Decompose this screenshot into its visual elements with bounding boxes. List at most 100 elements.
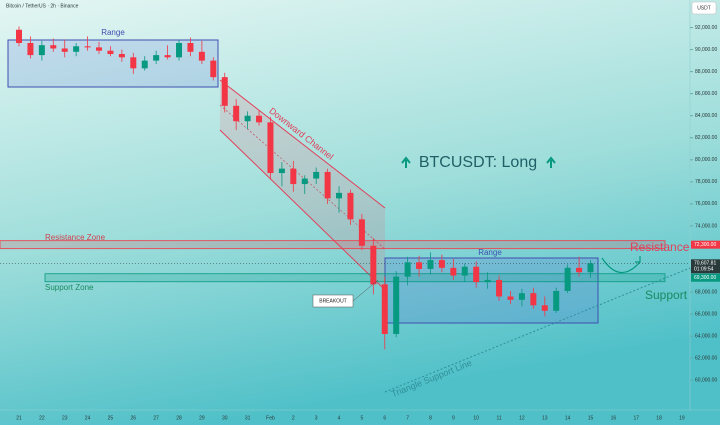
candle-body — [107, 50, 114, 55]
candle-body — [507, 296, 514, 300]
annotation: Resistance Zone — [45, 233, 106, 242]
candle-body — [176, 42, 183, 58]
x-tick-label: 15 — [588, 415, 594, 421]
y-tick-label: 62,000.00 — [695, 356, 717, 362]
x-tick-label: Feb — [266, 415, 275, 421]
y-tick-label: 66,000.00 — [695, 311, 717, 317]
annotation: Support Zone — [45, 283, 94, 292]
x-tick-label: 21 — [16, 415, 22, 421]
annotation: Support — [645, 288, 688, 302]
candle-body — [336, 192, 343, 199]
candle-body — [553, 290, 560, 311]
candle-body — [256, 115, 263, 123]
x-tick-label: 31 — [245, 415, 251, 421]
candle-body — [198, 51, 205, 61]
candle-body — [210, 60, 217, 78]
candle-body — [461, 266, 468, 276]
x-tick-label: 8 — [429, 415, 432, 421]
y-tick-label: 92,000.00 — [695, 25, 717, 31]
y-tick-label: 68,000.00 — [695, 289, 717, 295]
candle-body — [587, 263, 594, 273]
candle-body — [427, 260, 434, 269]
x-tick-label: 27 — [153, 415, 159, 421]
x-tick-label: 12 — [519, 415, 525, 421]
x-tick-label: 9 — [452, 415, 455, 421]
x-tick-label: 30 — [222, 415, 228, 421]
x-tick-label: 7 — [406, 415, 409, 421]
y-tick-label: 64,000.00 — [695, 333, 717, 339]
price-label: 70,607.81 — [694, 261, 716, 267]
y-tick-label: 90,000.00 — [695, 47, 717, 53]
triangle-line — [384, 267, 691, 393]
candle-body — [84, 46, 91, 48]
currency-box — [691, 1, 717, 15]
candle-body — [267, 122, 274, 174]
candle-body — [221, 77, 228, 106]
candle-body — [301, 178, 308, 185]
candle-body — [96, 47, 103, 51]
candle-body — [290, 168, 297, 185]
x-tick-label: 25 — [108, 415, 114, 421]
x-tick-label: 23 — [62, 415, 68, 421]
y-tick-label: 74,000.00 — [695, 223, 717, 229]
candle-body — [541, 305, 548, 311]
candle-body — [16, 29, 22, 43]
annotation: Range — [101, 28, 125, 37]
candle-body — [118, 54, 125, 58]
candle-body — [347, 192, 354, 220]
price-label: 72,300.00 — [694, 242, 716, 248]
y-tick-label: 80,000.00 — [695, 157, 717, 163]
candle-body — [370, 245, 377, 285]
candle-body — [381, 284, 388, 334]
up-arrow — [401, 156, 411, 168]
headline: BTCUSDT: Long — [419, 154, 537, 171]
annotation: Range — [478, 248, 502, 257]
price-label-box — [691, 259, 720, 274]
candle-body — [496, 279, 503, 297]
up-arrow — [546, 156, 556, 168]
candle-body — [50, 45, 57, 49]
candle-body — [164, 55, 171, 58]
x-tick-label: 6 — [383, 415, 386, 421]
x-tick-label: 14 — [565, 415, 571, 421]
y-tick-label: 60,000.00 — [695, 378, 717, 384]
candle-body — [73, 46, 80, 52]
y-tick-label: 76,000.00 — [695, 201, 717, 207]
x-tick-label: 26 — [131, 415, 137, 421]
candle-body — [61, 48, 68, 52]
candle-body — [153, 55, 160, 61]
x-tick-label: 5 — [361, 415, 364, 421]
x-tick-label: 19 — [679, 415, 685, 421]
x-tick-label: 2 — [292, 415, 295, 421]
y-tick-label: 86,000.00 — [695, 91, 717, 97]
annotation: BREAKOUT — [319, 298, 347, 304]
price-label-box — [691, 273, 720, 282]
x-tick-label: 3 — [315, 415, 318, 421]
channel-fill — [220, 80, 385, 290]
x-tick-label: 10 — [473, 415, 479, 421]
y-tick-label: 82,000.00 — [695, 135, 717, 141]
projection-arrow — [601, 257, 641, 274]
channel-line — [219, 79, 386, 209]
support-zone — [44, 273, 666, 283]
x-tick-label: 24 — [85, 415, 91, 421]
candle-body — [450, 267, 457, 276]
countdown: 01:09:54 — [694, 267, 714, 273]
x-tick-label: 11 — [496, 415, 501, 421]
price-label: 69,300.00 — [694, 275, 716, 281]
x-tick-label: 4 — [338, 415, 341, 421]
candle-body — [530, 293, 537, 306]
x-tick-label: 17 — [633, 415, 639, 421]
candle-body — [404, 262, 411, 277]
arrow-head — [635, 256, 641, 263]
candle-body — [473, 266, 480, 283]
candle-body — [187, 42, 194, 52]
x-tick-label: 13 — [542, 415, 548, 421]
candle-body — [576, 267, 583, 273]
x-tick-label: 29 — [199, 415, 205, 421]
x-tick-label: 22 — [39, 415, 45, 421]
candle-body — [484, 279, 491, 283]
candle-body — [393, 276, 400, 334]
